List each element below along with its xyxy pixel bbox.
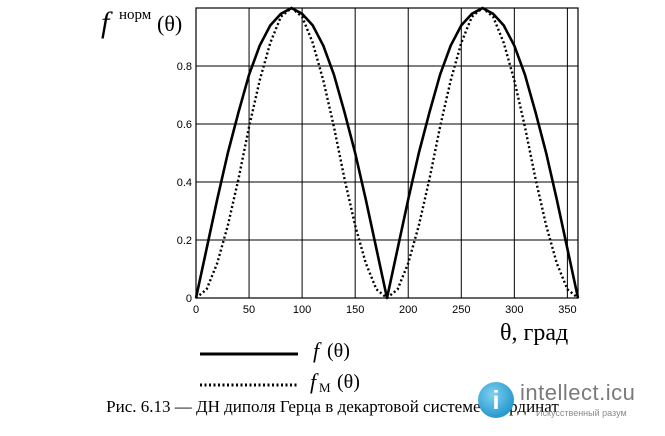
legend-label-fm-subscript: М <box>319 380 331 395</box>
x-tick-label: 300 <box>505 304 523 316</box>
y-tick-label: 0.6 <box>177 119 192 131</box>
y-axis-label-f: f <box>101 6 113 39</box>
x-tick-labels: 0 50 100 150 200 250 300 350 <box>193 304 577 316</box>
x-tick-label: 350 <box>558 304 576 316</box>
legend-label-fm: f <box>310 369 319 394</box>
plot-frame <box>195 7 579 299</box>
y-tick-label: 0.2 <box>177 235 192 247</box>
watermark-tagline: Искусственный разум <box>536 408 627 418</box>
y-tick-label: 0.8 <box>177 61 192 73</box>
watermark: i intellect.icu Искусственный разум <box>478 380 660 426</box>
series-line-fm <box>195 6 579 300</box>
y-tick-label: 0 <box>186 293 192 305</box>
x-tick-label: 150 <box>346 304 364 316</box>
y-tick-labels: 0 0.2 0.4 0.6 0.8 <box>177 61 192 305</box>
y-tick-label: 0.4 <box>177 177 192 189</box>
x-tick-label: 50 <box>243 304 255 316</box>
y-axis-label-superscript: норм <box>119 7 152 23</box>
y-axis-label-argument: (θ) <box>157 11 182 36</box>
x-tick-label: 200 <box>399 304 417 316</box>
legend-label-f-arg: (θ) <box>327 340 350 362</box>
chart-series <box>194 6 580 300</box>
figure-caption: Рис. 6.13 — ДН диполя Герца в декартовой… <box>106 397 559 416</box>
x-tick-label: 0 <box>193 304 199 316</box>
chart-grid <box>196 8 578 298</box>
series-line-f <box>194 6 580 300</box>
legend-label-fm-arg: (θ) <box>337 371 360 393</box>
x-tick-label: 100 <box>293 304 311 316</box>
legend-label-f: f <box>313 338 322 363</box>
x-axis-label: θ, град <box>500 320 568 346</box>
x-tick-label: 250 <box>452 304 470 316</box>
chart-axes <box>195 7 579 299</box>
watermark-name: intellect.icu <box>520 380 636 405</box>
watermark-logo-icon: i <box>478 382 514 418</box>
